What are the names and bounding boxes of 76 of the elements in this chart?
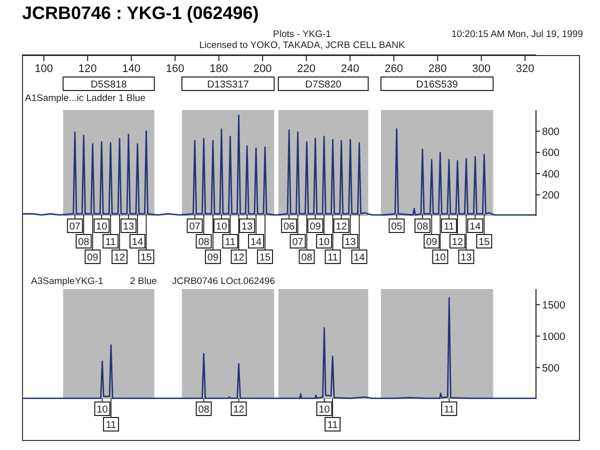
text: 10:20:15 AM Mon, Jul 19, 1999 — [451, 28, 583, 40]
annotation: 09 — [310, 222, 322, 232]
text: A1Sample...ic Ladder 1 Blue — [25, 93, 146, 105]
x-tick-label: 180 — [210, 63, 228, 75]
annotation: 08 — [78, 237, 90, 248]
text: Licensed to YOKO, TAKADA, JCRB CELL BANK — [199, 40, 405, 52]
annotation: 09 — [426, 237, 438, 248]
annotation: 08 — [198, 237, 210, 248]
annotation: 10 — [318, 237, 330, 248]
annotation: 10 — [96, 222, 108, 232]
annotation: 06 — [284, 222, 296, 232]
annotation: 14 — [132, 237, 144, 248]
band-label: D16S539 — [416, 80, 458, 90]
line-series — [22, 297, 536, 399]
text: A3SampleYKG-1 — [31, 276, 104, 288]
chart-subtitle: Plots - YKG-1 — [273, 28, 331, 40]
x-tick-label: 160 — [166, 63, 184, 75]
annotation: 14 — [354, 252, 366, 264]
y-tick-label: 200 — [542, 190, 560, 202]
annotation: 08 — [416, 222, 428, 232]
x-tick-label: 300 — [472, 63, 490, 75]
y-tick-label: 1500 — [542, 299, 566, 312]
x-tick-label: 260 — [384, 63, 404, 75]
band-label: D5S818 — [90, 80, 128, 90]
annotation: 13 — [122, 222, 135, 232]
line-series — [22, 114, 536, 216]
x-tick-label: 220 — [297, 63, 316, 75]
annotation: 11 — [106, 420, 117, 431]
y-tick-label: 500 — [542, 362, 560, 374]
annotation: 08 — [301, 252, 313, 264]
y-tick-label: 800 — [542, 126, 560, 138]
annotation: 15 — [140, 252, 152, 264]
x-tick-label: 240 — [340, 63, 360, 75]
annotation: 10 — [96, 404, 108, 416]
annotation: 15 — [259, 252, 271, 264]
y-tick-label: 600 — [542, 147, 560, 160]
annotation: 11 — [444, 404, 455, 416]
chart-title: JCRB0746 : YKG-1 (062496) — [22, 2, 259, 24]
annotation: 05 — [391, 222, 403, 232]
annotation: 13 — [344, 237, 356, 248]
x-tick-label: 140 — [122, 63, 141, 75]
annotation: 14 — [250, 237, 262, 248]
annotation: 11 — [328, 252, 338, 264]
annotation: 11 — [225, 237, 236, 248]
annotation: 08 — [198, 404, 210, 416]
annotation: 12 — [336, 222, 348, 232]
annotation: 10 — [434, 252, 446, 264]
y-tick-label: 1000 — [542, 330, 566, 343]
annotation: 13 — [460, 252, 472, 264]
x-tick-label: 200 — [253, 63, 272, 75]
annotation: 10 — [216, 222, 228, 232]
annotation: 11 — [327, 420, 338, 431]
annotation: 12 — [114, 252, 126, 264]
annotation: 12 — [233, 404, 245, 416]
annotation: 07 — [189, 222, 201, 232]
annotation: 10 — [318, 404, 330, 416]
annotation: 11 — [105, 237, 116, 248]
x-tick-label: 320 — [516, 63, 534, 75]
text: JCRB0746 LOct.062496 — [172, 276, 275, 288]
x-tick-label: 120 — [78, 63, 97, 75]
annotation: 15 — [478, 237, 490, 248]
annotation: 13 — [242, 222, 254, 232]
annotation: 14 — [470, 222, 482, 232]
band-label: D13S317 — [207, 80, 250, 90]
annotation: 09 — [87, 252, 99, 264]
annotation: 12 — [452, 237, 464, 248]
text: 2 Blue — [130, 276, 157, 288]
annotation: 12 — [233, 252, 245, 264]
annotation: 07 — [69, 222, 81, 232]
band-label: D7S820 — [305, 80, 342, 90]
annotation: 09 — [207, 252, 219, 264]
x-tick-label: 100 — [34, 63, 54, 75]
y-tick-label: 400 — [542, 168, 560, 180]
x-tick-label: 280 — [428, 63, 447, 75]
annotation: 11 — [444, 222, 455, 232]
annotation: 07 — [292, 237, 304, 248]
